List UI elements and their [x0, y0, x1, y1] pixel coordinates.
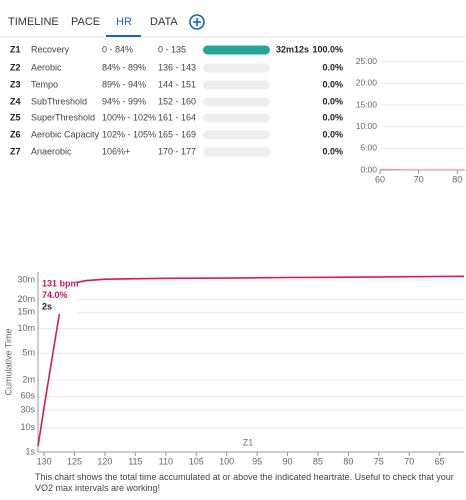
y-tick-label: 1s: [25, 446, 35, 456]
tab[interactable]: DATA: [150, 16, 178, 28]
zone-percent-range: 89% - 94%: [102, 79, 146, 89]
zone-bar-track: [203, 97, 270, 107]
x-tick-label: 60: [375, 174, 385, 184]
zone-bpm-range: 165 - 169: [158, 129, 196, 139]
x-tick-label: 70: [414, 174, 424, 184]
zone-percent-range: 102% - 105%: [102, 129, 156, 139]
zone-share: 0.0%: [322, 96, 343, 106]
y-tick-label: 30m: [17, 274, 35, 284]
zone-code: Z1: [10, 44, 21, 54]
zone-code: Z5: [10, 112, 21, 122]
zone-bpm-range: 152 - 160: [158, 96, 196, 106]
zone-bar-track: [203, 147, 270, 157]
zone-time: 32m12s: [276, 44, 309, 54]
zone-name: Tempo: [31, 79, 58, 89]
y-tick-label: 0:00: [360, 164, 377, 174]
zone-percent-range: 0 - 84%: [102, 44, 133, 54]
y-tick-label: 30s: [20, 405, 35, 415]
x-tick-label: 120: [97, 456, 112, 466]
y-axis-title: Cumulative Time: [3, 328, 13, 395]
y-tick-label: 25:00: [356, 56, 378, 66]
x-tick-label: 95: [252, 456, 262, 466]
y-tick-label: 15:00: [356, 99, 378, 109]
x-tick-label: 85: [313, 456, 323, 466]
y-tick-label: 5m: [22, 348, 35, 358]
zone-bpm-range: 144 - 151: [158, 79, 196, 89]
x-tick-label: 75: [374, 456, 384, 466]
x-tick-label: 80: [452, 174, 462, 184]
zone-bar-track: [203, 80, 270, 90]
zone-name: Aerobic: [31, 62, 62, 72]
zone-share: 0.0%: [322, 146, 343, 156]
y-tick-label: 5:00: [360, 143, 377, 153]
line-series: [37, 275, 465, 447]
zone-code: Z6: [10, 129, 21, 139]
x-tick-label: 90: [283, 456, 293, 466]
zone-share: 100.0%: [312, 44, 343, 54]
zone-name: Anaerobic: [31, 146, 72, 156]
zone-share: 0.0%: [322, 129, 343, 139]
tab[interactable]: TIMELINE: [8, 16, 59, 28]
zone-name: SubThreshold: [31, 96, 87, 106]
zone-bar-track: [203, 113, 270, 123]
zone-code: Z2: [10, 62, 21, 72]
y-tick-label: 2m: [22, 374, 35, 384]
tab[interactable]: PACE: [71, 16, 100, 28]
zone-bar-track: [203, 63, 270, 73]
add-tab-button[interactable]: [189, 14, 205, 30]
zone-bpm-range: 136 - 143: [158, 62, 196, 72]
y-tick-label: 10m: [17, 323, 35, 333]
zone-bpm-range: 0 - 135: [158, 44, 186, 54]
zone-code: Z4: [10, 96, 21, 106]
zone-name: Aerobic Capacity: [31, 129, 100, 139]
chart-note: This chart shows the total time accumula…: [35, 472, 454, 493]
zone-code: Z3: [10, 79, 21, 89]
y-tick-label: 20m: [17, 294, 35, 304]
x-tick-label: 80: [343, 456, 353, 466]
y-tick-label: 10s: [20, 422, 35, 432]
zone-share: 0.0%: [322, 79, 343, 89]
x-tick-label: 125: [67, 456, 82, 466]
zone-percent-range: 94% - 99%: [102, 96, 146, 106]
zone-bpm-range: 170 - 177: [158, 146, 196, 156]
zone-share: 0.0%: [322, 112, 343, 122]
y-tick-label: 60s: [20, 391, 35, 401]
x-tick-label: 130: [37, 456, 52, 466]
zone-label: Z1: [243, 437, 254, 447]
zone-name: Recovery: [31, 44, 70, 54]
zone-bar-track: [203, 130, 270, 140]
tab[interactable]: HR: [116, 16, 132, 28]
x-tick-label: 105: [189, 456, 204, 466]
zone-code: Z7: [10, 146, 21, 156]
zone-percent-range: 100% - 102%: [102, 112, 156, 122]
annotation-bg: [39, 277, 77, 314]
zone-bar: [203, 45, 270, 55]
x-tick-label: 115: [128, 456, 142, 466]
zone-name: SuperThreshold: [31, 112, 95, 122]
y-tick-label: 15m: [17, 307, 35, 317]
x-tick-label: 100: [219, 456, 234, 466]
add-icon[interactable]: [189, 14, 205, 30]
zone-percent-range: 84% - 89%: [102, 62, 146, 72]
annotation: 74.0%: [42, 290, 68, 300]
x-tick-label: 110: [159, 456, 173, 466]
x-tick-label: 70: [404, 456, 414, 466]
y-tick-label: 20:00: [356, 78, 378, 88]
zone-percent-range: 106%+: [102, 146, 130, 156]
x-tick-label: 65: [435, 456, 445, 466]
y-tick-label: 10:00: [356, 121, 378, 131]
zone-share: 0.0%: [322, 62, 343, 72]
zone-bpm-range: 161 - 164: [158, 112, 196, 122]
annotation: 2s: [42, 301, 52, 311]
annotation: 131 bpm: [42, 278, 79, 288]
